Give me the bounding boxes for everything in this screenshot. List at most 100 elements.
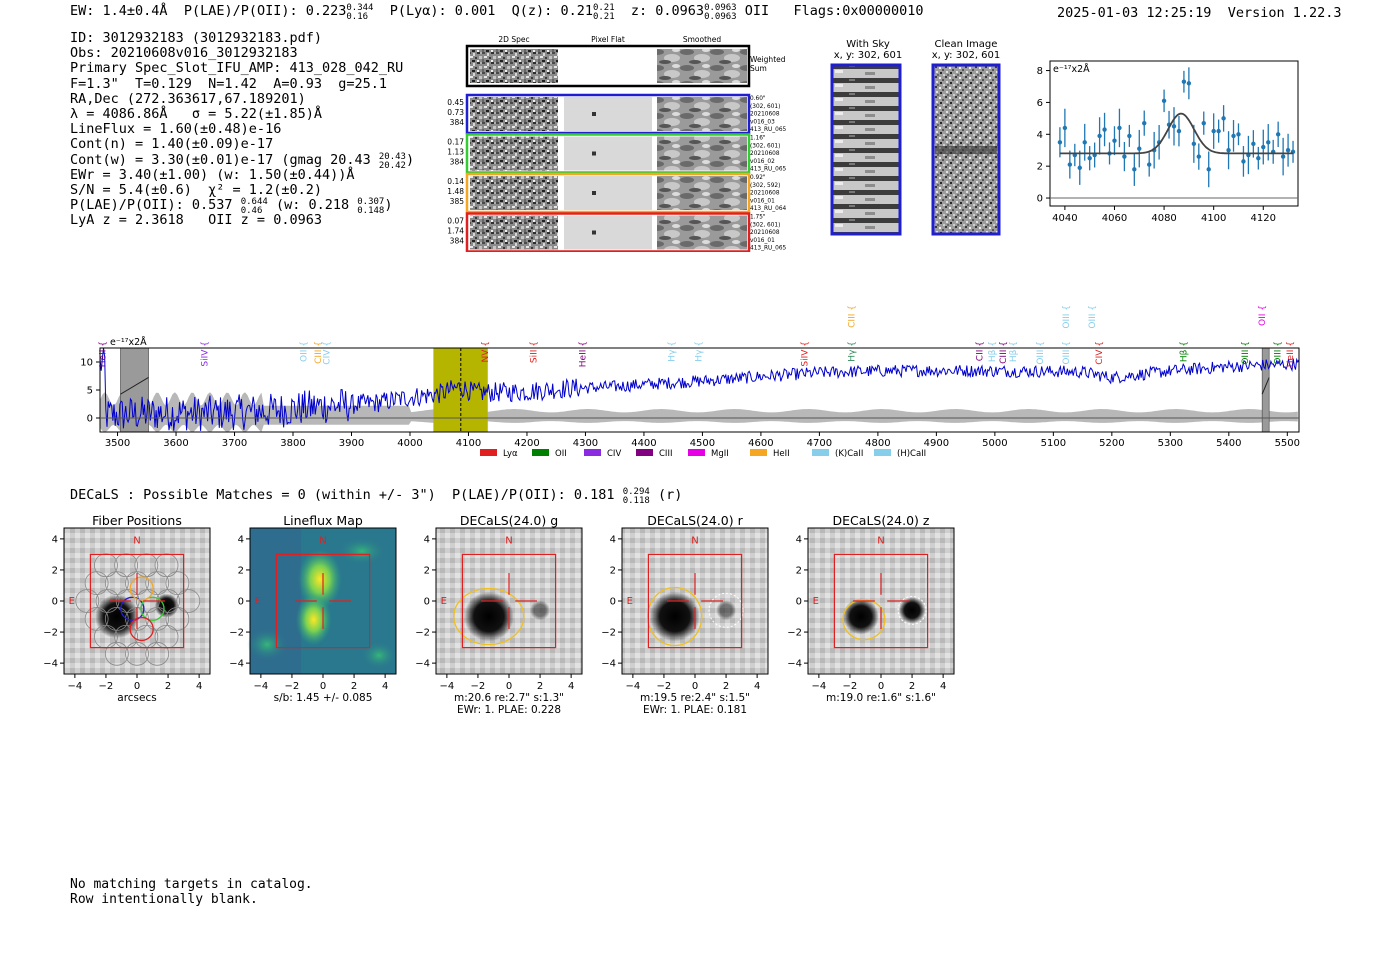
fit-ytick-label: 6 [1037, 98, 1043, 109]
cutout-title: Fiber Positions [92, 513, 182, 528]
cutout-xtick-label: 2 [723, 681, 729, 692]
spectrum-xtick-label: 4200 [514, 438, 539, 449]
legend-swatch [812, 449, 829, 456]
fiber-circle [134, 624, 159, 649]
fit-point [1112, 138, 1117, 143]
fiber-row-meta: 0.92" [750, 175, 766, 181]
spectrum-line-label: OIII { [1036, 341, 1046, 365]
fiber-row-meta: v016_02 [750, 159, 775, 165]
aperture-box [833, 553, 929, 649]
clean-image-xy: x, y: 302, 601 [932, 50, 1001, 61]
spectrum-xtick-label: 5000 [982, 438, 1007, 449]
fiber-circle [165, 606, 190, 631]
fit-point [1062, 125, 1068, 131]
fiber-row-meta: 413_RU_064 [750, 206, 787, 212]
fiber-row-flat-dot [592, 230, 596, 235]
fit-point [1132, 167, 1137, 172]
detection-info: ID: 3012932183 (3012932183.pdf) Obs: 202… [70, 30, 415, 228]
fiber-col-header: Smoothed [683, 35, 722, 44]
spectrum-xtick-label: 4500 [690, 438, 715, 449]
fiber-circle [125, 641, 149, 666]
lineflux-map-lobe [337, 537, 386, 566]
fit-point [1275, 132, 1281, 137]
sky-image-panels: With Sky x, y: 302, 601 Clean Image x, y… [830, 39, 1001, 236]
cutout-ytick-label: 4 [610, 534, 616, 545]
line-fit-plot: 4040 4060 4080 4100 4120 0 2 4 6 8 e⁻¹⁷x2Å [1037, 60, 1299, 224]
fiber-row-flat-dot [592, 151, 596, 156]
cutout-ytick-label: −4 [229, 659, 244, 670]
fiber-circle-3 [129, 576, 154, 601]
cutout-xtick-label: 4 [196, 681, 202, 692]
header-meta: 2025-01-03 12:25:19 Version 1.22.3 [1057, 5, 1342, 21]
plae-range: 0.344 0.16 [346, 3, 374, 22]
cutout-ytick-label: 2 [424, 565, 430, 576]
cutout-xtick-label: 2 [537, 681, 543, 692]
ew-value: EW: 1.4±0.4Å [70, 3, 168, 19]
legend-label: (H)CaII [897, 449, 926, 459]
cutout-xtick-label: −4 [811, 681, 826, 692]
cutout-xtick-label: −4 [625, 681, 640, 692]
fit-point [1211, 128, 1216, 134]
source-blob [716, 600, 737, 621]
fit-point [1266, 140, 1271, 145]
fiber-row-smoothed [657, 176, 747, 210]
spectrum-line-label: CIII { [847, 305, 857, 328]
east-marker: E [255, 596, 261, 607]
qz-range: 0.21 0.21 [592, 3, 615, 22]
cutout-title: Lineflux Map [283, 513, 363, 528]
cutout-caption: m:19.0 re:1.6" s:1.6" [826, 692, 936, 704]
spectrum-line-label: CIV { [322, 341, 332, 365]
fit-point [1137, 146, 1142, 151]
fiber-row-meta: 20210608 [750, 191, 780, 197]
spectrum-line-label: HeII { [98, 341, 108, 367]
fit-point [1191, 141, 1197, 147]
legend-label: HeII [773, 449, 790, 459]
with-sky-xy: x, y: 302, 601 [834, 50, 903, 61]
fit-point [1176, 128, 1182, 134]
cutout-ytick-label: 4 [52, 534, 58, 545]
footer-line-2: Row intentionally blank. [70, 892, 258, 907]
cutout-xtick-label: −2 [657, 681, 672, 692]
spectrum-line-label: OIII { [1088, 305, 1098, 329]
version: Version 1.22.3 [1227, 5, 1342, 21]
footer-line-1: No matching targets in catalog. [70, 877, 313, 892]
cutout-ytick-label: −4 [415, 659, 430, 670]
fit-xtick-label: 4120 [1251, 213, 1276, 224]
fiber-circle [94, 624, 118, 649]
fit-point [1171, 124, 1177, 129]
cutout-bg [436, 528, 582, 674]
cutout-caption: s/b: 1.45 +/- 0.085 [274, 692, 373, 704]
cutout-caption: m:20.6 re:2.7" s:1.3" [454, 692, 564, 704]
spectrum-line-label: CIV { [1095, 341, 1105, 365]
fiber-row-stat: 0.14 [447, 177, 464, 186]
cutout-xtick-label: 0 [320, 681, 326, 692]
info-cont-w: Cont(w) = 3.30(±0.01)e-17 (gmag 20.43 20… [70, 151, 415, 171]
fiber-row-meta: 413_RU_065 [750, 127, 787, 133]
z-range: 0.0963 0.0963 [704, 3, 737, 22]
north-marker: N [691, 536, 698, 547]
fiber-row-meta: v016_03 [750, 119, 775, 125]
spectrum-line-label: OIII { [1062, 305, 1072, 329]
fiber-row-meta: v016_01 [750, 238, 775, 244]
spectrum-xtick-label: 4600 [748, 438, 773, 449]
fit-point [1206, 167, 1211, 172]
fit-ylabel: e⁻¹⁷x2Å [1053, 63, 1090, 75]
fiber-row-stat: 385 [450, 197, 465, 206]
fiber-row-flat [564, 215, 652, 250]
fiber-row-flat [564, 97, 652, 131]
info-fit-params: F=1.3" T=0.129 N=1.42 A=0.93 g=25.1 [70, 75, 387, 92]
cutout-ytick-label: 0 [424, 597, 430, 608]
fiber-circle [114, 624, 139, 649]
flags-value: Flags:0x00000010 [793, 3, 924, 19]
fiber-row-meta: (302, 601) [750, 143, 780, 149]
spectrum-line-label: CIII { [314, 341, 324, 364]
cutout-xtick-label: 4 [382, 681, 388, 692]
legend-swatch [750, 449, 767, 456]
cutout-ytick-label: 0 [238, 597, 244, 608]
source-blob [649, 591, 700, 642]
cutout-title: DECaLS(24.0) r [647, 513, 743, 528]
spectrum-line-label: CIII { [999, 341, 1009, 364]
spectrum-xtick-label: 5300 [1158, 438, 1183, 449]
spectrum-xtick-label: 3900 [339, 438, 364, 449]
